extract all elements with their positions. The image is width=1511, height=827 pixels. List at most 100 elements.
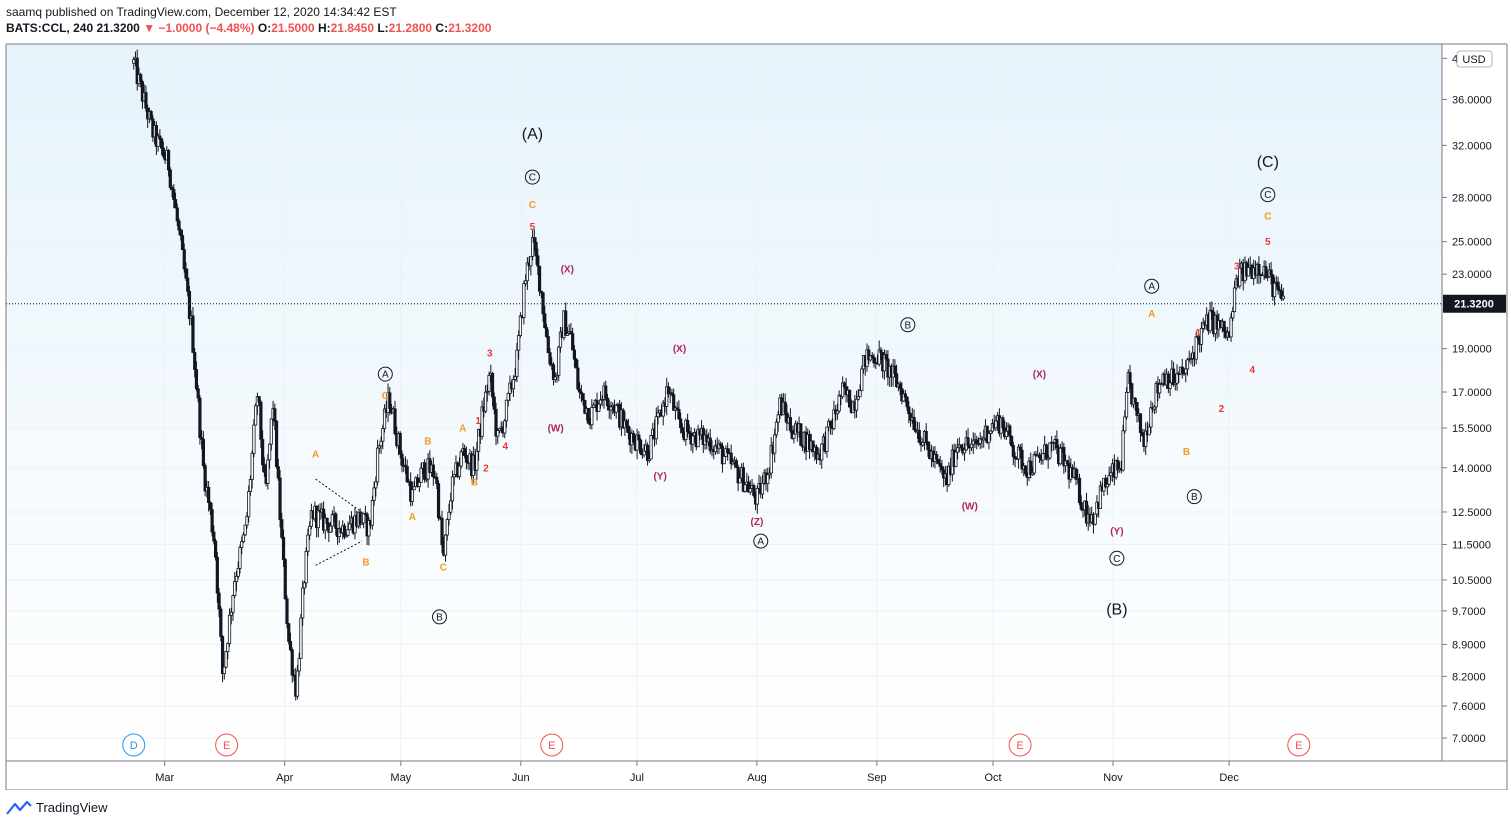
wave-labels: ACBCABABAB12345CC(A)(X)(W)(X)(Y)(Z)AB(X)… bbox=[312, 126, 1279, 625]
candle-body bbox=[773, 434, 777, 454]
candle-body bbox=[1124, 391, 1129, 418]
candle-body bbox=[330, 514, 334, 527]
candle-body bbox=[492, 396, 496, 410]
candle-body bbox=[177, 220, 181, 231]
candle-body bbox=[626, 425, 630, 434]
candle-body bbox=[175, 207, 179, 222]
candle-body bbox=[769, 445, 773, 474]
candle-body bbox=[969, 443, 974, 449]
candle-body bbox=[288, 641, 293, 651]
candle-body bbox=[1175, 373, 1179, 384]
close-label: C: bbox=[435, 21, 449, 35]
candle-body bbox=[259, 401, 263, 440]
chart-header: saamq published on TradingView.com, Dece… bbox=[6, 4, 491, 36]
candle-body bbox=[517, 335, 521, 351]
candle-body bbox=[524, 280, 528, 284]
published-line: saamq published on TradingView.com, Dece… bbox=[6, 5, 397, 19]
candle-body bbox=[525, 262, 529, 282]
candle-body bbox=[729, 452, 733, 465]
candle-body bbox=[1030, 472, 1035, 476]
candle-body bbox=[301, 587, 305, 619]
candle-body bbox=[726, 448, 730, 454]
candle-body bbox=[212, 531, 216, 542]
wave-label: (Z) bbox=[751, 517, 764, 528]
candle-body bbox=[494, 408, 498, 437]
candle-body bbox=[1123, 416, 1127, 432]
candle-body bbox=[323, 517, 327, 531]
open-label: O: bbox=[257, 21, 272, 35]
price-chart[interactable]: ACBCABABAB12345CC(A)(X)(W)(X)(Y)(Z)AB(X)… bbox=[0, 0, 1511, 790]
candle-body bbox=[553, 376, 557, 380]
candle-body bbox=[257, 396, 261, 403]
x-tick-label: Dec bbox=[1219, 772, 1239, 784]
footer-branding[interactable]: TradingView bbox=[6, 800, 108, 815]
candle-body bbox=[245, 516, 249, 526]
candle-body bbox=[459, 451, 463, 467]
event-marker bbox=[1008, 733, 1032, 757]
candle-body bbox=[565, 333, 570, 336]
candle-body bbox=[654, 416, 658, 440]
candle-body bbox=[449, 500, 453, 513]
candle-body bbox=[870, 355, 874, 358]
candle-body bbox=[783, 401, 787, 414]
candle-body bbox=[334, 513, 338, 529]
candle-body bbox=[398, 432, 402, 455]
candle-body bbox=[1048, 442, 1052, 459]
candle-body bbox=[536, 255, 540, 267]
candle-body bbox=[464, 455, 469, 463]
candle-body bbox=[1044, 444, 1049, 460]
candle-body bbox=[191, 315, 195, 353]
candle-body bbox=[867, 349, 871, 361]
candle-body bbox=[1276, 281, 1280, 291]
candle-body bbox=[419, 467, 423, 483]
candle-body bbox=[884, 354, 888, 360]
wave-label: B bbox=[1183, 447, 1190, 458]
candle-body bbox=[647, 458, 651, 461]
candle-body bbox=[811, 440, 815, 453]
candle-body bbox=[261, 438, 265, 466]
candle-body bbox=[424, 478, 428, 481]
candle-body bbox=[860, 368, 864, 392]
candle-body bbox=[1133, 397, 1137, 403]
candle-body bbox=[410, 489, 415, 502]
candle-body bbox=[766, 474, 770, 485]
low-label: L: bbox=[377, 21, 389, 35]
candle-body bbox=[515, 349, 519, 378]
candle-body bbox=[1194, 336, 1198, 360]
y-tick-label: 32.0000 bbox=[1452, 140, 1492, 152]
candle-body bbox=[370, 500, 374, 526]
wave-label: B bbox=[436, 612, 443, 623]
candle-body bbox=[1264, 266, 1268, 278]
candle-body bbox=[194, 369, 199, 390]
candle-body bbox=[746, 481, 751, 493]
candle-body bbox=[372, 487, 376, 501]
candle-body bbox=[1257, 263, 1261, 275]
candle-body bbox=[1065, 460, 1069, 464]
x-tick-label: Aug bbox=[747, 772, 767, 784]
wave-label: C bbox=[382, 391, 389, 402]
wave-label: C bbox=[1113, 554, 1120, 565]
candle-body bbox=[548, 352, 552, 365]
candle-body bbox=[895, 373, 899, 388]
candle-body bbox=[841, 382, 845, 398]
x-tick-label: Sep bbox=[867, 772, 887, 784]
y-tick-label: 19.0000 bbox=[1452, 344, 1492, 356]
wave-label: C bbox=[529, 200, 536, 211]
candle-body bbox=[431, 464, 435, 478]
y-tick-label: 10.5000 bbox=[1452, 575, 1492, 587]
candle-body bbox=[1147, 426, 1151, 436]
y-tick-label: 17.0000 bbox=[1452, 387, 1492, 399]
candle-body bbox=[1037, 454, 1042, 458]
candle-body bbox=[210, 509, 214, 533]
candle-body bbox=[1041, 452, 1045, 461]
y-tick-label: 36.0000 bbox=[1452, 94, 1492, 106]
candle-body bbox=[858, 390, 862, 398]
x-tick-label: May bbox=[390, 772, 411, 784]
candle-body bbox=[879, 349, 883, 353]
currency-badge[interactable]: USD bbox=[1456, 50, 1493, 68]
y-tick-label: 12.5000 bbox=[1452, 507, 1492, 519]
candle-body bbox=[1105, 483, 1109, 488]
candle-body bbox=[201, 438, 206, 467]
candle-body bbox=[597, 403, 601, 412]
